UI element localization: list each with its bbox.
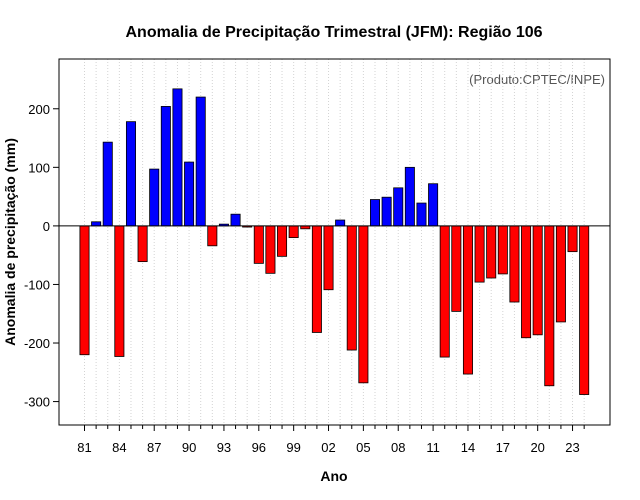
bar-1991	[195, 96, 206, 227]
bar-2004	[346, 225, 357, 351]
bar-2002	[323, 225, 334, 291]
bar-1982	[91, 221, 102, 227]
bar-2008	[393, 187, 404, 227]
x-tick-label-96: 96	[252, 440, 266, 455]
bar-2014	[462, 225, 473, 375]
y-tick-label-200: 200	[28, 102, 50, 117]
plot-frame	[58, 58, 611, 426]
x-tick-label-02: 02	[321, 440, 335, 455]
bar-2019	[521, 225, 532, 339]
bar-2006	[369, 199, 380, 227]
x-tick-label-90: 90	[182, 440, 196, 455]
bar-2007	[381, 196, 392, 227]
bar-2011	[428, 183, 439, 227]
bar-1998	[277, 225, 288, 257]
bar-1997	[265, 225, 276, 274]
bar-1994	[230, 213, 241, 227]
bar-1987	[149, 168, 160, 227]
y-tick-label--300: -300	[24, 395, 50, 410]
y-tick-label-0: 0	[43, 219, 50, 234]
bar-1988	[160, 106, 171, 227]
bar-2010	[416, 202, 427, 227]
x-tick-label-17: 17	[496, 440, 510, 455]
bar-2024	[579, 225, 590, 395]
bar-1981	[79, 225, 90, 356]
bar-2015	[474, 225, 485, 283]
bar-1985	[125, 121, 136, 227]
x-axis-label: Ano	[320, 468, 347, 484]
bar-1999	[288, 225, 299, 239]
x-tick-label-81: 81	[77, 440, 91, 455]
x-tick-label-05: 05	[356, 440, 370, 455]
x-tick-label-23: 23	[565, 440, 579, 455]
bar-2017	[497, 225, 508, 275]
bar-2013	[451, 225, 462, 312]
bar-2023	[567, 225, 578, 253]
bar-2012	[439, 225, 450, 358]
bar-1996	[253, 225, 264, 264]
y-tick-label--200: -200	[24, 336, 50, 351]
y-tick-label-100: 100	[28, 160, 50, 175]
x-axis: 81 84 87 90 93 96 99 02 05 08 11 14 17 20 23	[77, 425, 585, 455]
grid-lines	[84, 59, 585, 425]
bar-1986	[137, 225, 148, 263]
x-tick-label-11: 11	[426, 440, 440, 455]
x-tick-label-84: 84	[112, 440, 126, 455]
bar-2020	[532, 225, 543, 336]
bar-2003	[335, 219, 346, 227]
bar-2009	[404, 166, 415, 227]
bar-1990	[184, 161, 195, 227]
bar-1992	[207, 225, 218, 247]
bar-2021	[544, 225, 555, 387]
bar-2005	[358, 225, 369, 384]
bar-2022	[555, 225, 566, 323]
bars	[79, 88, 590, 395]
x-tick-label-14: 14	[461, 440, 475, 455]
y-axis-label: Anomalia de precipitação (mm)	[2, 138, 18, 346]
bar-2016	[486, 225, 497, 279]
x-tick-label-99: 99	[286, 440, 300, 455]
bar-1984	[114, 225, 125, 357]
y-tick-label--100: -100	[24, 277, 50, 292]
bar-2001	[311, 225, 322, 333]
chart-title: Anomalia de Precipitação Trimestral (JFM…	[125, 24, 542, 41]
x-tick-label-93: 93	[217, 440, 231, 455]
bar-1989	[172, 88, 183, 227]
bar-1983	[102, 141, 113, 227]
x-tick-label-87: 87	[147, 440, 161, 455]
x-tick-label-20: 20	[530, 440, 544, 455]
x-tick-label-08: 08	[391, 440, 405, 455]
y-axis: -300 -200 -100 0 100 200	[24, 102, 59, 410]
bar-2018	[509, 225, 520, 303]
